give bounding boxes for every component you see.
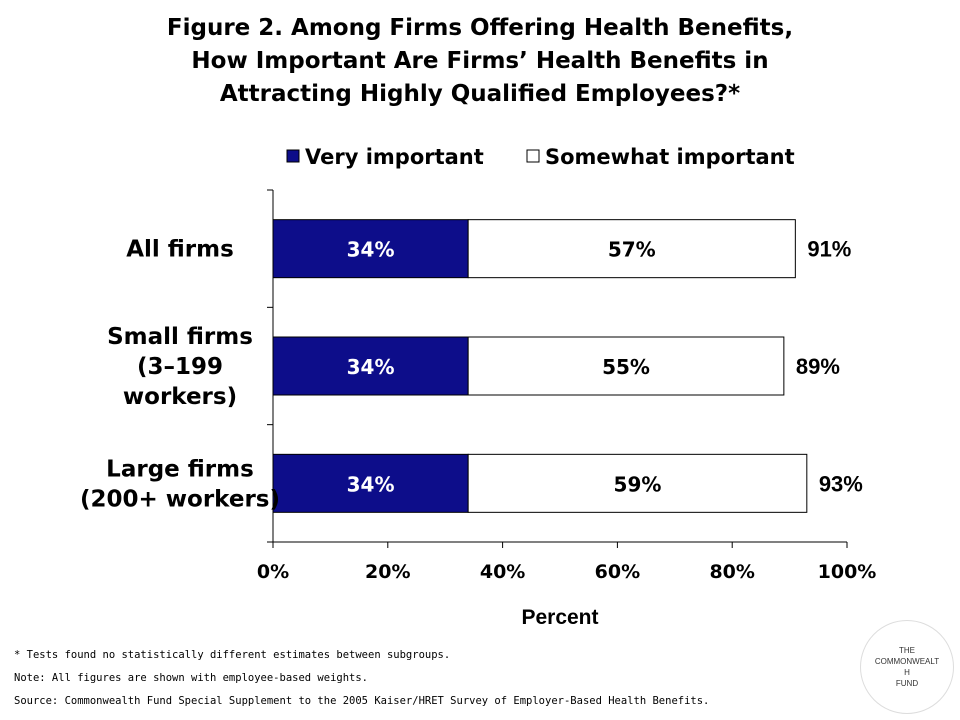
bar-very-important xyxy=(272,336,469,396)
footnote-tests: * Tests found no statistically different… xyxy=(14,649,451,661)
bar-value-label: 34% xyxy=(347,355,395,379)
category-label: workers) xyxy=(123,384,237,410)
logo-line: THE xyxy=(899,646,915,655)
bar-total-label: 93% xyxy=(819,471,863,496)
category-label: (3–199 xyxy=(137,354,223,380)
legend-swatch-very-important xyxy=(286,149,300,163)
bar-somewhat-important xyxy=(467,336,785,396)
bar-very-important xyxy=(272,453,469,513)
title-line: Attracting Highly Qualified Employees?* xyxy=(219,81,741,107)
bar-value-label: 55% xyxy=(602,355,650,379)
x-tick-label: 100% xyxy=(818,561,877,583)
bar-somewhat-important xyxy=(467,453,808,513)
logo-line: FUND xyxy=(895,679,919,688)
x-axis-label: Percent xyxy=(521,606,598,629)
footnote-weights: Note: All figures are shown with employe… xyxy=(14,672,369,684)
bar-value-label: 57% xyxy=(608,238,656,262)
legend-label-somewhat-important: Somewhat important xyxy=(545,145,795,169)
x-tick-label: 0% xyxy=(257,561,289,583)
chart-title: Figure 2. Among Firms Offering Health Be… xyxy=(60,12,900,111)
commonwealth-fund-logo: THE COMMONWEALT H FUND xyxy=(860,620,954,714)
x-tick-label: 80% xyxy=(709,561,754,583)
title-line: How Important Are Firms’ Health Benefits… xyxy=(191,48,769,74)
x-tick-label: 60% xyxy=(595,561,640,583)
footnotes: * Tests found no statistically different… xyxy=(14,644,844,713)
legend-swatch-somewhat-important xyxy=(526,149,540,163)
bar-total-label: 89% xyxy=(796,354,840,379)
category-label: Small firms xyxy=(107,324,253,350)
bar-value-label: 59% xyxy=(614,472,662,496)
bar-value-label: 34% xyxy=(347,238,395,262)
bar-value-label: 34% xyxy=(347,472,395,496)
x-tick-label: 20% xyxy=(365,561,410,583)
bar-somewhat-important xyxy=(467,219,796,279)
bar-total-label: 91% xyxy=(807,237,851,262)
footnote-source: Source: Commonwealth Fund Special Supple… xyxy=(14,695,710,707)
category-label: All firms xyxy=(126,237,234,263)
legend-label-very-important: Very important xyxy=(305,145,484,169)
category-label: (200+ workers) xyxy=(80,486,280,512)
x-tick-label: 40% xyxy=(480,561,525,583)
logo-line: COMMONWEALT xyxy=(874,657,940,666)
logo-line: H xyxy=(904,668,910,677)
category-label: Large firms xyxy=(106,456,254,482)
title-line: Figure 2. Among Firms Offering Health Be… xyxy=(166,15,794,41)
bar-chart: 0% 20% 40% 60% 80% 100% Percent Very important S… xyxy=(80,145,877,629)
